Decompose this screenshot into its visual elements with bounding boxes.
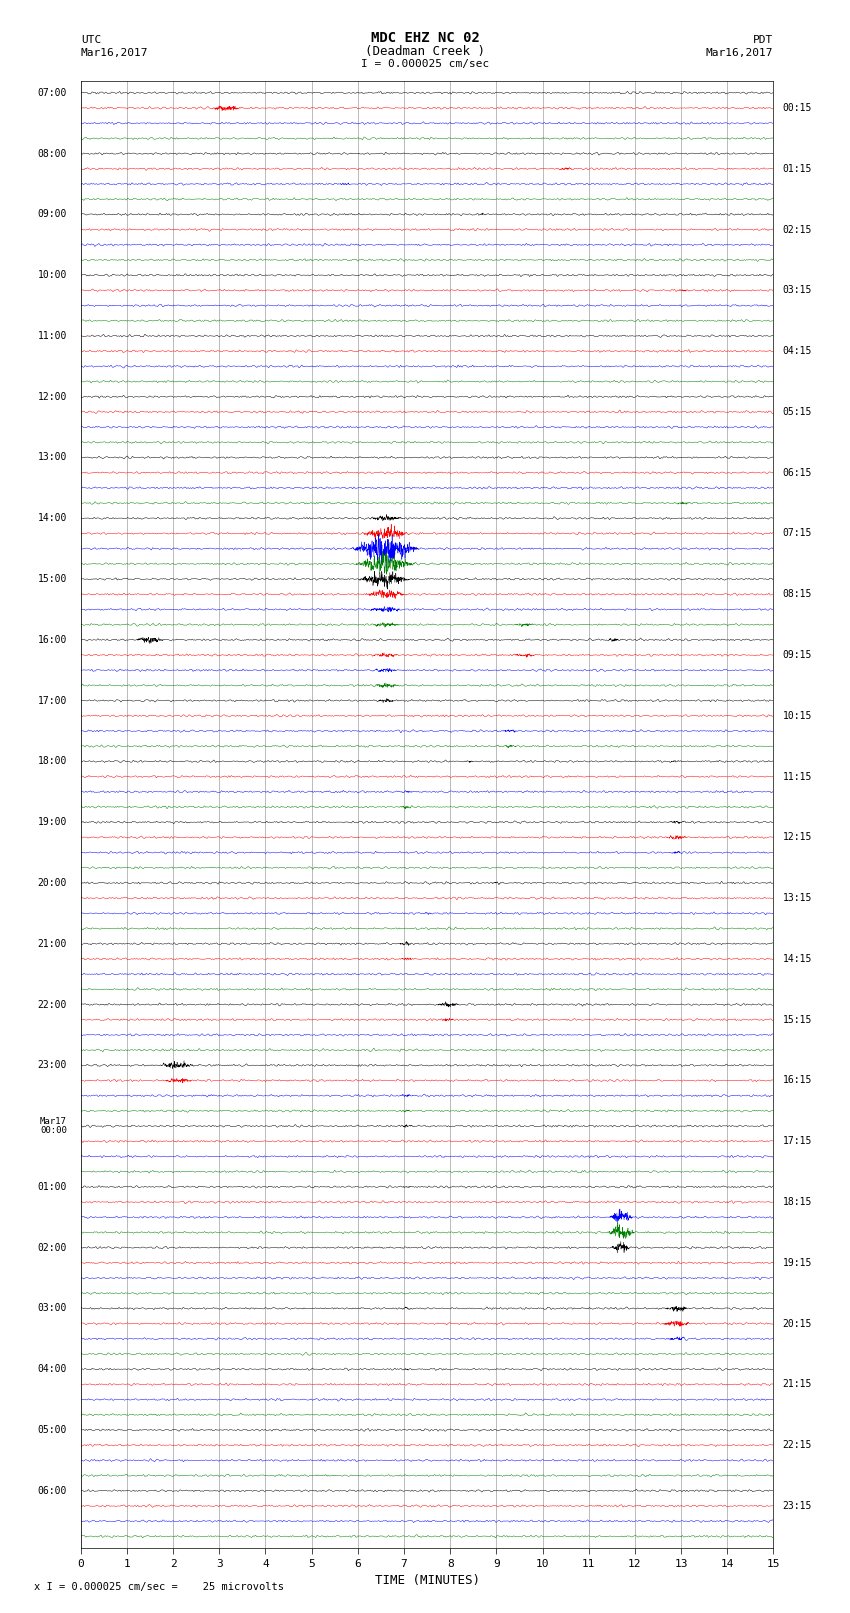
Text: 18:15: 18:15 xyxy=(783,1197,812,1207)
Text: x I = 0.000025 cm/sec =    25 microvolts: x I = 0.000025 cm/sec = 25 microvolts xyxy=(34,1582,284,1592)
Text: 14:00: 14:00 xyxy=(37,513,67,523)
Text: 17:15: 17:15 xyxy=(783,1136,812,1147)
Text: 19:00: 19:00 xyxy=(37,818,67,827)
Text: 13:15: 13:15 xyxy=(783,894,812,903)
Text: MDC EHZ NC 02: MDC EHZ NC 02 xyxy=(371,31,479,45)
Text: UTC: UTC xyxy=(81,35,101,45)
Text: 01:15: 01:15 xyxy=(783,165,812,174)
Text: 08:00: 08:00 xyxy=(37,148,67,158)
Text: 09:00: 09:00 xyxy=(37,210,67,219)
Text: 20:00: 20:00 xyxy=(37,877,67,887)
Text: 16:15: 16:15 xyxy=(783,1076,812,1086)
Text: 00:15: 00:15 xyxy=(783,103,812,113)
Text: 07:15: 07:15 xyxy=(783,529,812,539)
Text: 23:15: 23:15 xyxy=(783,1502,812,1511)
Text: 00:00: 00:00 xyxy=(40,1126,67,1136)
Text: 23:00: 23:00 xyxy=(37,1060,67,1071)
Text: 12:15: 12:15 xyxy=(783,832,812,842)
Text: PDT: PDT xyxy=(753,35,774,45)
Text: 11:15: 11:15 xyxy=(783,771,812,782)
Text: 19:15: 19:15 xyxy=(783,1258,812,1268)
Text: 22:00: 22:00 xyxy=(37,1000,67,1010)
Text: 03:15: 03:15 xyxy=(783,286,812,295)
Text: 07:00: 07:00 xyxy=(37,87,67,98)
Text: 06:00: 06:00 xyxy=(37,1486,67,1495)
Text: 22:15: 22:15 xyxy=(783,1440,812,1450)
Text: Mar16,2017: Mar16,2017 xyxy=(81,48,148,58)
Text: 12:00: 12:00 xyxy=(37,392,67,402)
Text: 06:15: 06:15 xyxy=(783,468,812,477)
Text: 20:15: 20:15 xyxy=(783,1318,812,1329)
Text: I = 0.000025 cm/sec: I = 0.000025 cm/sec xyxy=(361,60,489,69)
Text: 15:15: 15:15 xyxy=(783,1015,812,1024)
Text: 14:15: 14:15 xyxy=(783,953,812,965)
Text: (Deadman Creek ): (Deadman Creek ) xyxy=(365,45,485,58)
Text: 10:15: 10:15 xyxy=(783,711,812,721)
Text: 02:00: 02:00 xyxy=(37,1242,67,1253)
X-axis label: TIME (MINUTES): TIME (MINUTES) xyxy=(375,1574,479,1587)
Text: 08:15: 08:15 xyxy=(783,589,812,600)
Text: 05:00: 05:00 xyxy=(37,1424,67,1436)
Text: 10:00: 10:00 xyxy=(37,269,67,281)
Text: 17:00: 17:00 xyxy=(37,695,67,705)
Text: 16:00: 16:00 xyxy=(37,636,67,645)
Text: 18:00: 18:00 xyxy=(37,756,67,766)
Text: 09:15: 09:15 xyxy=(783,650,812,660)
Text: 01:00: 01:00 xyxy=(37,1182,67,1192)
Text: Mar16,2017: Mar16,2017 xyxy=(706,48,774,58)
Text: 21:00: 21:00 xyxy=(37,939,67,948)
Text: 21:15: 21:15 xyxy=(783,1379,812,1389)
Text: 11:00: 11:00 xyxy=(37,331,67,340)
Text: 04:00: 04:00 xyxy=(37,1365,67,1374)
Text: 04:15: 04:15 xyxy=(783,347,812,356)
Text: 05:15: 05:15 xyxy=(783,406,812,416)
Text: 02:15: 02:15 xyxy=(783,224,812,234)
Text: Mar17: Mar17 xyxy=(40,1118,67,1126)
Text: 03:00: 03:00 xyxy=(37,1303,67,1313)
Text: 13:00: 13:00 xyxy=(37,453,67,463)
Text: 15:00: 15:00 xyxy=(37,574,67,584)
